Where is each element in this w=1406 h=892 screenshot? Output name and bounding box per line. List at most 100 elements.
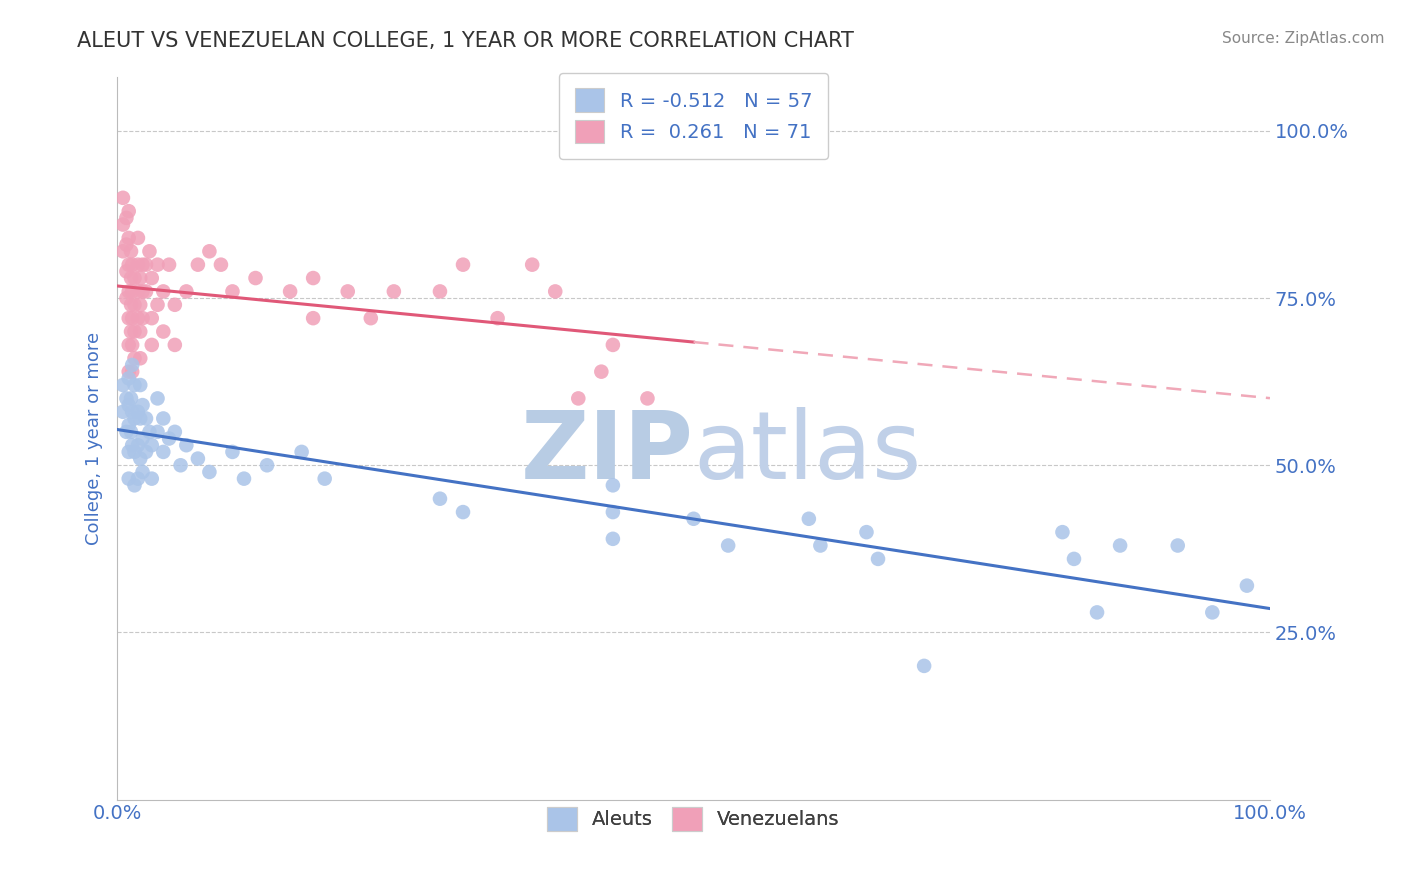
Point: [118, 365, 141, 379]
Point: [233, 472, 256, 486]
Point: [602, 478, 624, 492]
Point: [1109, 539, 1132, 553]
Point: [336, 285, 359, 299]
Point: [602, 505, 624, 519]
Legend: Aleuts, Venezuelans: Aleuts, Venezuelans: [537, 797, 849, 840]
Point: [129, 298, 152, 312]
Text: atlas: atlas: [693, 407, 922, 499]
Point: [135, 285, 157, 299]
Point: [912, 659, 935, 673]
Point: [115, 392, 138, 406]
Point: [176, 438, 198, 452]
Point: [118, 204, 141, 219]
Point: [127, 258, 149, 272]
Point: [131, 432, 153, 446]
Point: [169, 458, 191, 473]
Point: [808, 539, 831, 553]
Point: [115, 291, 138, 305]
Point: [121, 311, 143, 326]
Point: [115, 237, 138, 252]
Point: [115, 211, 138, 225]
Point: [121, 405, 143, 419]
Point: [118, 371, 141, 385]
Point: [302, 271, 325, 285]
Point: [129, 451, 152, 466]
Point: [602, 532, 624, 546]
Point: [124, 445, 146, 459]
Point: [115, 264, 138, 278]
Point: [152, 411, 174, 425]
Point: [360, 311, 382, 326]
Point: [118, 258, 141, 272]
Point: [245, 271, 267, 285]
Point: [187, 451, 209, 466]
Point: [314, 472, 336, 486]
Point: [111, 191, 134, 205]
Point: [127, 438, 149, 452]
Point: [567, 392, 589, 406]
Point: [141, 338, 163, 352]
Point: [138, 244, 160, 259]
Text: ZIP: ZIP: [520, 407, 693, 499]
Point: [118, 398, 141, 412]
Point: [115, 425, 138, 439]
Point: [1085, 606, 1108, 620]
Point: [129, 271, 152, 285]
Point: [429, 491, 451, 506]
Point: [141, 271, 163, 285]
Point: [1063, 552, 1085, 566]
Point: [302, 311, 325, 326]
Point: [127, 231, 149, 245]
Point: [278, 285, 301, 299]
Y-axis label: College, 1 year or more: College, 1 year or more: [86, 332, 103, 545]
Point: [124, 298, 146, 312]
Point: [451, 505, 474, 519]
Point: [131, 398, 153, 412]
Point: [131, 465, 153, 479]
Point: [124, 378, 146, 392]
Point: [131, 311, 153, 326]
Point: [152, 325, 174, 339]
Point: [157, 432, 180, 446]
Point: [121, 338, 143, 352]
Point: [127, 472, 149, 486]
Point: [118, 472, 141, 486]
Point: [602, 338, 624, 352]
Point: [118, 231, 141, 245]
Point: [120, 271, 142, 285]
Point: [121, 285, 143, 299]
Point: [152, 285, 174, 299]
Point: [866, 552, 889, 566]
Point: [118, 311, 141, 326]
Point: [256, 458, 278, 473]
Point: [209, 258, 232, 272]
Point: [129, 325, 152, 339]
Point: [118, 285, 141, 299]
Point: [118, 338, 141, 352]
Point: [129, 411, 152, 425]
Point: [451, 258, 474, 272]
Point: [124, 411, 146, 425]
Point: [176, 285, 198, 299]
Point: [124, 351, 146, 366]
Point: [135, 258, 157, 272]
Point: [855, 525, 877, 540]
Point: [124, 325, 146, 339]
Point: [135, 411, 157, 425]
Point: [138, 425, 160, 439]
Point: [121, 438, 143, 452]
Point: [797, 512, 820, 526]
Point: [124, 271, 146, 285]
Point: [129, 351, 152, 366]
Point: [121, 258, 143, 272]
Point: [152, 445, 174, 459]
Point: [198, 465, 221, 479]
Point: [120, 244, 142, 259]
Point: [221, 285, 243, 299]
Point: [637, 392, 659, 406]
Point: [163, 425, 186, 439]
Point: [429, 285, 451, 299]
Point: [146, 258, 169, 272]
Point: [1167, 539, 1189, 553]
Point: [127, 405, 149, 419]
